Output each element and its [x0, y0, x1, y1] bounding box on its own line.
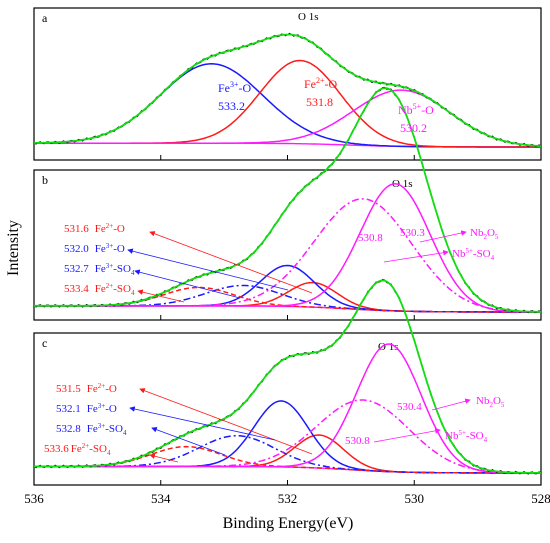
baseline-line [34, 305, 541, 313]
panel-b-curves [33, 86, 542, 314]
label-c-fe3-o: 532.1 Fe3+-O [56, 402, 117, 415]
component-line [34, 59, 541, 148]
label-a-fe3-o: Fe3+-O [218, 80, 252, 95]
label-c-fe2-so4: 533.6 Fe2+-SO4 [44, 442, 111, 457]
x-tick-label: 536 [24, 491, 44, 506]
panel-b-title: O 1s [392, 178, 412, 190]
label-a-nb5-o: Nb5+-O [398, 102, 434, 117]
label-b-fe3-o: 532.0 Fe3+-O [64, 242, 125, 255]
y-axis-label: Intensity [5, 220, 22, 276]
arrow-c-fe3-o [129, 406, 276, 441]
label-c-fe2-o: 531.5 Fe2+-O [56, 382, 117, 395]
label-b-fe2-so4: 533.4 Fe2+-SO4 [64, 282, 135, 297]
label-c-fe3-so4: 532.8 Fe3+-SO4 [56, 422, 127, 437]
panel-a-labels: Fe3+-O 533.2 Fe2+-O 531.8 Nb5+-O 530.2 [218, 76, 434, 135]
x-axis-label: Binding Energy(eV) [223, 515, 354, 532]
label-c-530-8: 530.8 [345, 435, 370, 447]
panel-c-arrows [129, 388, 471, 463]
arrow-b-nb5-so4 [383, 249, 449, 263]
component-line [33, 63, 541, 148]
component-line [34, 286, 541, 313]
label-b-nb5-so4: Nb5+-SO4 [452, 247, 495, 262]
panel-c-title: O 1s [378, 341, 398, 353]
panel-a-curves [33, 32, 542, 148]
label-c-nb5-so4: Nb5+-SO4 [445, 429, 488, 444]
panel-a-letter: a [42, 11, 48, 25]
arrow-b-fe2-o [149, 231, 313, 294]
label-c-nb2o5: Nb2O5 [476, 395, 505, 409]
x-axis-tick-labels: 536 534 532 530 528 [24, 491, 550, 506]
arrow-c-fe2-o [139, 388, 313, 455]
x-tick-label: 534 [151, 491, 171, 506]
arrow-b-nb2o5 [419, 230, 467, 243]
panel-b-letter: b [42, 173, 48, 187]
arrow-b-fe3-so4 [134, 269, 241, 299]
panel-c-curves [33, 278, 542, 475]
panel-c-letter: c [42, 336, 47, 350]
label-c-530-4: 530.4 [397, 401, 422, 413]
x-tick-label: 528 [531, 491, 550, 506]
x-tick-label: 532 [278, 491, 298, 506]
panel-b-arrows [127, 230, 467, 303]
arrow-c-nb5-so4 [373, 428, 441, 443]
envelope-line [34, 87, 541, 313]
component-line [34, 399, 542, 474]
arrow-c-fe3-so4 [151, 427, 226, 456]
label-b-530-3: 530.3 [400, 227, 425, 239]
label-a-fe3-o-value: 533.2 [218, 99, 245, 113]
arrow-b-fe2-so4 [137, 289, 185, 303]
raw-data-line [33, 86, 542, 314]
envelope-line [33, 33, 542, 147]
label-a-fe2-o: Fe2+-O [304, 76, 338, 91]
arrow-b-fe3-o [127, 248, 289, 291]
arrow-c-nb2o5 [431, 398, 471, 411]
label-a-nb5-o-value: 530.2 [400, 121, 427, 135]
panel-a-title: O 1s [298, 11, 318, 23]
raw-data-line [33, 32, 542, 148]
x-axis-ticks [33, 155, 542, 485]
label-a-fe2-o-value: 531.8 [306, 95, 333, 109]
panel-c-labels: 531.5 Fe2+-O 532.1 Fe3+-O 532.8 Fe3+-SO4 53… [44, 382, 505, 457]
component-line [34, 183, 541, 313]
label-b-nb2o5: Nb2O5 [470, 227, 499, 241]
label-b-fe2-o: 531.6 Fe2+-O [64, 222, 125, 235]
panel-a-frame [33, 7, 542, 161]
x-tick-label: 530 [405, 491, 425, 506]
component-line [34, 343, 541, 474]
panel-b-labels: 531.6 Fe2+-O 532.0 Fe3+-O 532.7 Fe3+-SO4 53… [64, 222, 499, 297]
component-line [34, 284, 541, 313]
arrow-c-fe2-so4 [149, 453, 179, 463]
label-b-530-8: 530.8 [358, 232, 383, 244]
label-b-fe3-so4: 532.7 Fe3+-SO4 [64, 262, 135, 277]
envelope-line [34, 279, 542, 474]
